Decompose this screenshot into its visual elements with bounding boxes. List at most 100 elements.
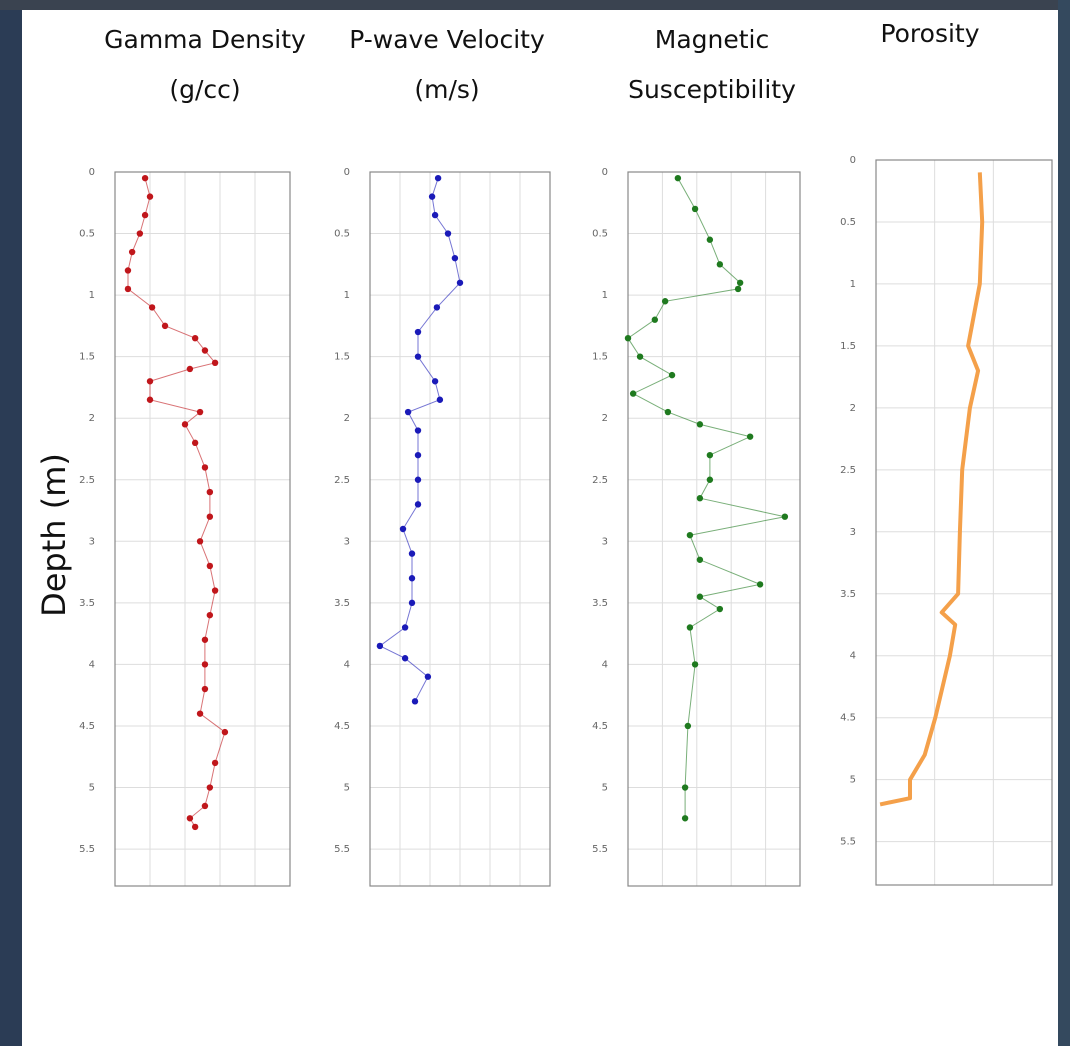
data-point [734, 285, 742, 293]
y-tick-label: 5.5 [592, 844, 608, 855]
y-tick-label: 1.5 [840, 341, 856, 352]
y-tick-label: 5 [602, 783, 608, 794]
data-point [414, 451, 422, 459]
data-point [161, 322, 169, 330]
data-point [211, 759, 219, 767]
y-tick-label: 0.5 [592, 229, 608, 240]
background-edge [0, 0, 22, 1046]
data-point [201, 685, 209, 693]
y-tick-label: 3.5 [592, 598, 608, 609]
data-point [201, 464, 209, 471]
data-point [146, 193, 154, 200]
series-trace [127, 178, 226, 828]
y-tick-label: 1 [850, 279, 856, 290]
data-point [716, 261, 724, 268]
y-tick-label: 2 [602, 413, 608, 424]
background-edge [0, 0, 1070, 10]
data-point [736, 279, 744, 286]
data-point [196, 408, 204, 416]
data-point [428, 193, 436, 200]
series-trace [378, 178, 461, 702]
data-point [696, 495, 704, 502]
background-edge [1058, 0, 1070, 1046]
chart-title: Susceptibility [628, 75, 796, 104]
data-point [201, 661, 209, 668]
data-point [696, 556, 704, 563]
data-point [414, 353, 422, 360]
y-tick-label: 1 [344, 290, 350, 301]
data-point [401, 624, 409, 631]
data-point [716, 605, 724, 613]
y-tick-label: 0 [602, 167, 608, 178]
y-tick-label: 0.5 [840, 217, 856, 228]
data-point [434, 174, 442, 182]
data-point [404, 408, 412, 416]
data-point [146, 396, 154, 403]
data-point [148, 304, 156, 311]
y-tick-label: 0 [850, 155, 856, 166]
data-point [206, 611, 214, 619]
y-tick-label: 4 [602, 659, 608, 670]
data-point [124, 285, 132, 293]
plot-frame [627, 171, 801, 887]
data-point [668, 371, 676, 379]
y-tick-label: 5.5 [334, 844, 350, 855]
y-tick-label: 2.5 [840, 465, 856, 476]
data-point [186, 815, 194, 822]
data-point [186, 365, 194, 373]
data-point [206, 513, 214, 520]
data-point [706, 476, 714, 483]
plot-frame [369, 171, 551, 887]
y-tick-label: 3.5 [840, 589, 856, 600]
y-tick-label: 3 [850, 527, 856, 538]
data-point [196, 538, 204, 545]
chart-title: Gamma Density [104, 25, 306, 54]
data-point [706, 236, 714, 243]
data-point [696, 593, 704, 600]
data-point [746, 433, 754, 440]
chart-title: (m/s) [414, 75, 479, 104]
data-point [684, 722, 692, 730]
data-point [196, 710, 204, 717]
y-tick-label: 5.5 [840, 837, 856, 848]
y-tick-label: 4.5 [334, 721, 350, 732]
data-point [451, 254, 459, 262]
data-point [408, 599, 416, 607]
y-tick-label: 5 [850, 775, 856, 786]
data-point [436, 396, 444, 403]
data-point [431, 378, 439, 385]
y-tick-label: 2 [850, 403, 856, 414]
data-point [681, 784, 689, 791]
data-point [411, 698, 419, 705]
data-point [756, 581, 764, 588]
data-point [674, 174, 682, 182]
data-point [408, 575, 416, 582]
data-point [781, 513, 789, 520]
y-tick-label: 3 [602, 536, 608, 547]
data-point [181, 421, 189, 428]
data-point [401, 655, 409, 662]
y-tick-label: 5 [89, 783, 95, 794]
y-tick-label: 1 [89, 290, 95, 301]
data-point [201, 636, 209, 643]
data-point [399, 525, 407, 533]
y-tick-label: 0 [89, 167, 95, 178]
y-tick-label: 2 [344, 413, 350, 424]
data-point [664, 408, 672, 416]
y-tick-label: 1 [602, 290, 608, 301]
data-point [201, 347, 209, 354]
data-point [629, 390, 637, 397]
data-point [141, 211, 149, 219]
y-tick-label: 3.5 [334, 598, 350, 609]
data-point [424, 673, 432, 680]
data-point [201, 802, 209, 810]
chart-title: Porosity [880, 19, 979, 48]
plot-frame [875, 159, 1053, 886]
data-point [661, 298, 669, 305]
y-tick-label: 1.5 [592, 352, 608, 363]
data-point [211, 587, 219, 594]
data-point [376, 642, 384, 650]
y-tick-label: 1.5 [334, 352, 350, 363]
data-point [414, 328, 422, 336]
